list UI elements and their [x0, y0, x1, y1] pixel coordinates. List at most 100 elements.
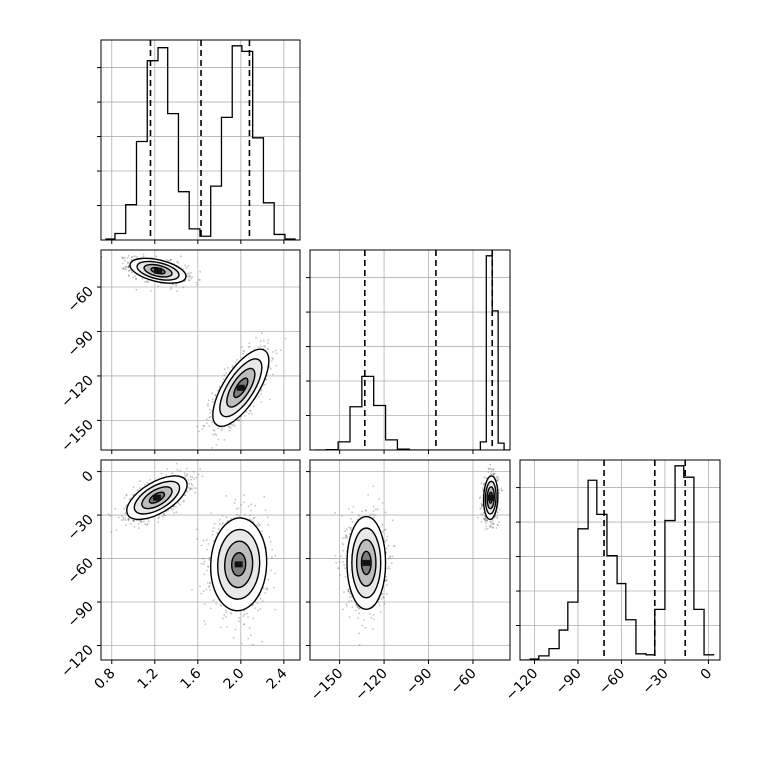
sample-point: [199, 585, 201, 588]
sample-point: [222, 617, 224, 620]
sample-point: [493, 472, 496, 475]
sample-point: [497, 478, 500, 480]
sample-point: [261, 530, 263, 532]
sample-point: [270, 360, 273, 362]
sample-point: [124, 512, 127, 515]
sample-point: [493, 473, 495, 475]
sample-point: [221, 522, 224, 525]
sample-point: [122, 518, 125, 521]
sample-point: [205, 588, 208, 591]
sample-point: [236, 419, 239, 422]
sample-point: [347, 508, 350, 510]
sample-point: [144, 281, 146, 283]
sample-point: [385, 547, 388, 550]
sample-point: [250, 634, 252, 637]
sample-point: [381, 593, 384, 595]
sample-point: [271, 556, 273, 559]
sample-point: [355, 609, 357, 612]
sample-point: [218, 523, 221, 526]
sample-point: [132, 520, 135, 522]
sample-point: [489, 520, 492, 523]
sample-point: [130, 271, 133, 273]
sample-point: [274, 349, 277, 352]
sample-point: [267, 578, 270, 581]
sample-point: [492, 468, 495, 471]
sample-point: [489, 467, 492, 470]
sample-point: [496, 524, 499, 526]
sample-point: [127, 517, 130, 519]
sample-point: [482, 512, 485, 514]
sample-point: [190, 277, 193, 280]
sample-point: [175, 284, 177, 287]
sample-point: [266, 347, 269, 350]
sample-point: [176, 462, 178, 465]
sample-point: [243, 623, 246, 625]
sample-point: [253, 516, 256, 519]
scatter-clip-group: [101, 253, 287, 449]
sample-point: [165, 474, 168, 476]
sample-point: [114, 507, 117, 510]
sample-point: [225, 516, 228, 519]
sample-point: [496, 515, 499, 518]
sample-point: [196, 538, 199, 540]
sample-point: [122, 517, 125, 519]
sample-point: [482, 483, 485, 486]
sample-point: [498, 492, 500, 495]
sample-point: [247, 637, 250, 640]
sample-point: [492, 527, 494, 529]
sample-point: [206, 548, 209, 551]
sample-point: [477, 516, 479, 519]
sample-point: [214, 395, 217, 397]
sample-point: [495, 527, 498, 529]
sample-point: [341, 515, 344, 517]
sample-point: [187, 278, 190, 281]
sample-point: [184, 474, 187, 477]
sample-point: [126, 257, 129, 259]
density-peak: [154, 267, 163, 274]
sample-point: [226, 626, 229, 628]
sample-point: [212, 429, 215, 432]
sample-point: [170, 258, 173, 261]
sample-point: [191, 276, 194, 278]
sample-point: [176, 290, 179, 293]
sample-point: [483, 515, 486, 518]
sample-point: [186, 473, 189, 476]
sample-point: [193, 478, 196, 480]
sample-point: [259, 608, 262, 610]
histogram-frame-0: [100, 39, 301, 241]
sample-point: [237, 507, 240, 510]
sample-point: [197, 279, 200, 281]
sample-point: [240, 642, 243, 645]
sample-point: [496, 517, 498, 519]
sample-point: [215, 444, 218, 446]
sample-point: [485, 525, 488, 528]
sample-point: [243, 494, 245, 496]
sample-point: [186, 490, 189, 493]
sample-point: [361, 510, 364, 513]
sample-point: [271, 356, 274, 359]
sample-point: [128, 518, 130, 521]
sample-point: [225, 495, 228, 497]
sample-point: [188, 279, 191, 282]
sample-point: [127, 266, 130, 269]
sample-point: [498, 488, 501, 491]
sample-point: [211, 530, 214, 533]
sample-point: [238, 418, 241, 421]
sample-point: [480, 521, 483, 523]
sample-point: [254, 607, 256, 609]
sample-point: [130, 256, 133, 258]
sample-point: [132, 519, 135, 522]
sample-point: [243, 350, 245, 353]
sample-point: [182, 286, 185, 289]
sample-point: [481, 514, 484, 516]
sample-point: [109, 515, 112, 517]
sample-point: [490, 521, 492, 524]
sample-point: [195, 528, 198, 531]
sample-point: [364, 626, 367, 629]
sample-point: [128, 269, 131, 272]
sample-point: [187, 264, 190, 267]
sample-point: [124, 259, 126, 262]
sample-point: [125, 265, 128, 268]
sample-point: [228, 426, 231, 428]
sample-point: [204, 623, 207, 626]
